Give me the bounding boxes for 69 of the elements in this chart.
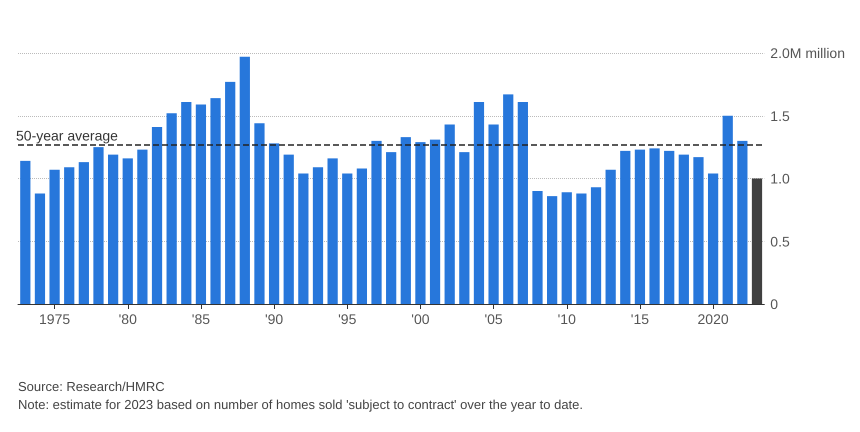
x-tick-label: '95 <box>338 311 357 327</box>
bar <box>634 150 646 304</box>
bar <box>210 98 221 304</box>
bar <box>678 154 689 304</box>
bar <box>590 187 602 304</box>
bar <box>64 167 74 304</box>
bar <box>298 173 308 304</box>
bar <box>34 194 46 304</box>
bar <box>503 94 514 304</box>
bar <box>268 143 280 304</box>
x-tick-label: '00 <box>411 311 430 327</box>
bar <box>693 157 704 304</box>
bar <box>708 173 718 304</box>
bar <box>49 170 60 304</box>
bar <box>312 167 324 304</box>
x-tick-label: '80 <box>118 311 138 327</box>
bar <box>430 140 440 304</box>
bar <box>459 152 470 304</box>
bar <box>371 140 382 304</box>
bar <box>342 173 352 304</box>
y-tick-label: 0 <box>770 296 778 312</box>
bar <box>400 137 411 304</box>
bar <box>78 162 89 304</box>
text: Note: estimate for 2023 based on number of homes sold 'subject to contract' over the year to date. <box>18 397 584 412</box>
x-tick-label: '15 <box>630 311 650 327</box>
bar <box>137 150 148 304</box>
bar <box>649 148 660 304</box>
bar <box>664 150 674 304</box>
x-tick-label: '10 <box>558 311 576 327</box>
y-tick-label: 0.5 <box>770 233 790 250</box>
bar <box>547 196 558 304</box>
bar <box>20 160 30 304</box>
bar <box>122 158 133 304</box>
y-tick-label: 2.0M million <box>770 45 846 61</box>
x-tick-label: 2020 <box>698 311 729 327</box>
bar <box>328 158 338 304</box>
bar <box>576 194 587 304</box>
bar <box>415 142 426 304</box>
bar <box>240 56 250 304</box>
x-tick-label: '90 <box>264 311 284 327</box>
x-tick-label: 1975 <box>39 311 70 327</box>
source-note: Source: Research/HMRC <box>18 379 165 394</box>
bar <box>386 152 396 304</box>
bar <box>93 147 104 304</box>
bar <box>108 154 118 304</box>
bar <box>181 102 192 304</box>
bar <box>606 170 616 304</box>
bar <box>225 82 236 304</box>
x-tick-label: '85 <box>192 311 210 327</box>
ref-line-label: 50-year average <box>16 128 118 144</box>
bar <box>444 124 455 304</box>
bar <box>152 127 162 304</box>
bar <box>752 178 762 304</box>
bar <box>474 102 484 304</box>
y-tick-label: 1.5 <box>770 108 790 124</box>
bar <box>620 150 630 304</box>
bar <box>166 113 177 304</box>
bar <box>284 154 294 304</box>
bar <box>722 116 733 304</box>
bar <box>254 123 265 304</box>
bar <box>518 102 528 304</box>
bar <box>196 104 206 304</box>
bar <box>737 140 748 304</box>
bar <box>562 192 572 304</box>
bar <box>532 191 543 304</box>
y-tick-label: 1.0 <box>770 170 790 186</box>
bar <box>356 168 368 304</box>
bar <box>488 124 499 304</box>
x-tick-label: '05 <box>484 311 503 327</box>
